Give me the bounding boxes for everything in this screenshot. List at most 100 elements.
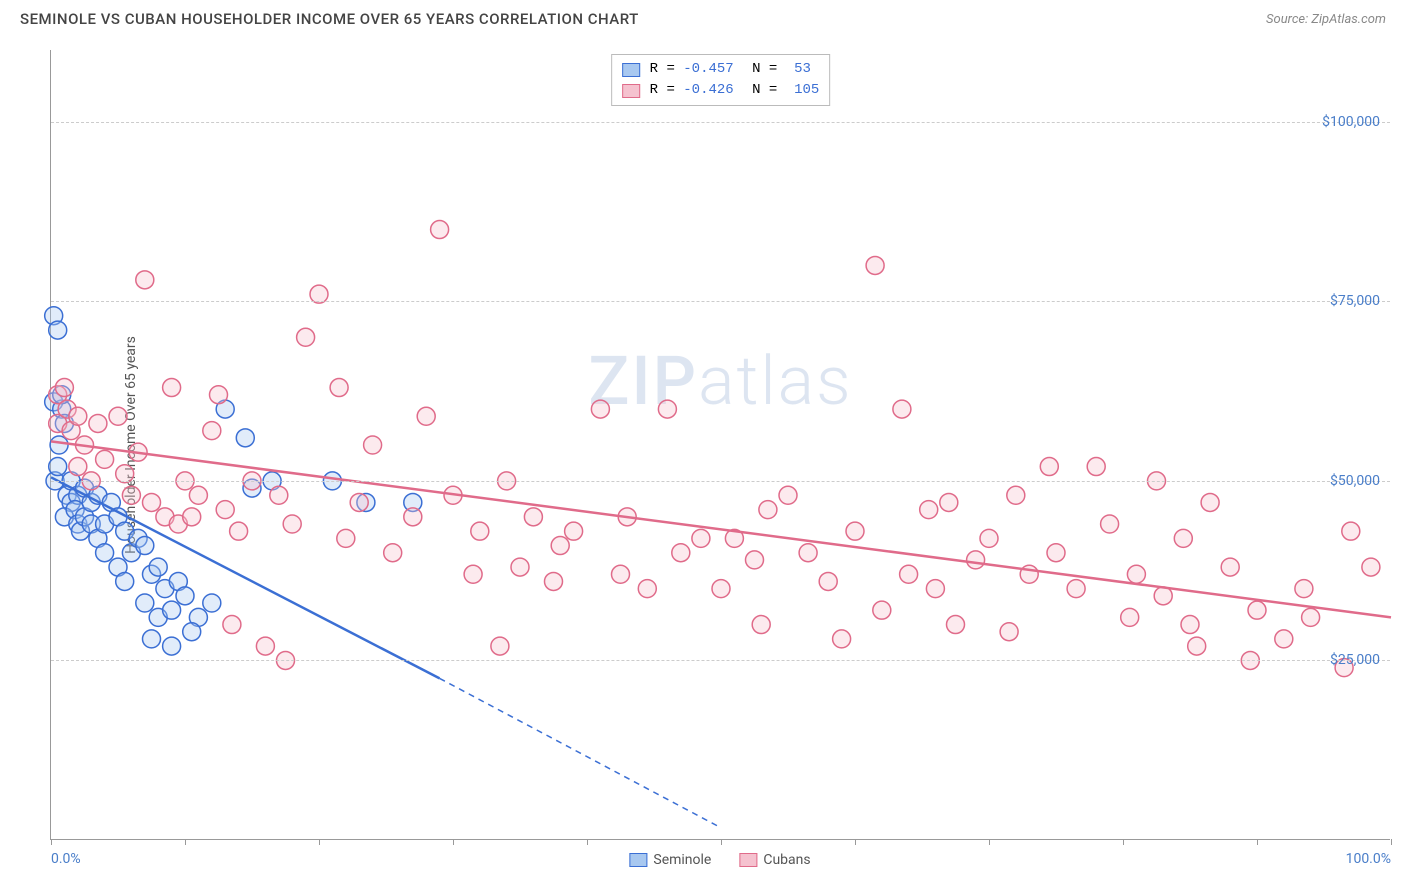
scatter-point xyxy=(1295,580,1313,598)
trend-line xyxy=(51,477,440,678)
scatter-point xyxy=(216,501,234,519)
scatter-point xyxy=(297,328,315,346)
scatter-point xyxy=(893,400,911,418)
x-tick xyxy=(319,839,320,845)
y-tick-label: $25,000 xyxy=(1330,652,1380,668)
scatter-point xyxy=(210,386,228,404)
scatter-point xyxy=(746,551,764,569)
grid-line xyxy=(51,301,1390,302)
scatter-point xyxy=(230,522,248,540)
scatter-point xyxy=(223,616,241,634)
scatter-point xyxy=(384,544,402,562)
scatter-point xyxy=(819,572,837,590)
scatter-point xyxy=(55,379,73,397)
scatter-point xyxy=(692,529,710,547)
scatter-point xyxy=(524,508,542,526)
x-tick xyxy=(587,839,588,845)
scatter-point xyxy=(1007,486,1025,504)
stats-row: R = -0.457 N = 53 xyxy=(622,59,820,80)
scatter-point xyxy=(947,616,965,634)
scatter-point xyxy=(1201,493,1219,511)
scatter-point xyxy=(1188,637,1206,655)
correlation-stats-box: R = -0.457 N = 53R = -0.426 N = 105 xyxy=(611,54,831,106)
legend-swatch xyxy=(629,853,647,867)
x-tick-label: 0.0% xyxy=(51,851,81,867)
scatter-point xyxy=(431,221,449,239)
y-tick-label: $100,000 xyxy=(1322,114,1380,130)
scatter-point xyxy=(69,458,87,476)
scatter-point xyxy=(136,537,154,555)
scatter-point xyxy=(203,594,221,612)
y-tick-label: $75,000 xyxy=(1330,293,1380,309)
scatter-point xyxy=(203,422,221,440)
scatter-point xyxy=(163,601,181,619)
stats-n-label: N = 105 xyxy=(744,80,820,101)
scatter-point xyxy=(404,508,422,526)
scatter-point xyxy=(846,522,864,540)
x-tick xyxy=(721,839,722,845)
scatter-point xyxy=(122,486,140,504)
grid-line xyxy=(51,481,1390,482)
scatter-point xyxy=(612,565,630,583)
scatter-point xyxy=(471,522,489,540)
scatter-point xyxy=(545,572,563,590)
scatter-point xyxy=(236,429,254,447)
scatter-point xyxy=(417,407,435,425)
scatter-point xyxy=(940,493,958,511)
scatter-point xyxy=(900,565,918,583)
stats-n-label: N = 53 xyxy=(744,59,811,80)
stats-row: R = -0.426 N = 105 xyxy=(622,80,820,101)
scatter-point xyxy=(866,256,884,274)
scatter-point xyxy=(1181,616,1199,634)
scatter-point xyxy=(1087,458,1105,476)
legend-swatch xyxy=(622,63,640,77)
scatter-point xyxy=(926,580,944,598)
scatter-point xyxy=(350,493,368,511)
chart-source: Source: ZipAtlas.com xyxy=(1266,12,1386,27)
grid-line xyxy=(51,122,1390,123)
scatter-point xyxy=(49,458,67,476)
scatter-point xyxy=(1040,458,1058,476)
scatter-point xyxy=(1000,623,1018,641)
scatter-point xyxy=(491,637,509,655)
x-tick xyxy=(1391,839,1392,845)
scatter-point xyxy=(136,594,154,612)
scatter-point xyxy=(89,414,107,432)
scatter-point xyxy=(183,508,201,526)
scatter-point xyxy=(337,529,355,547)
scatter-point xyxy=(256,637,274,655)
legend-item: Seminole xyxy=(629,852,711,868)
scatter-point xyxy=(511,558,529,576)
x-tick xyxy=(855,839,856,845)
scatter-point xyxy=(1275,630,1293,648)
legend-swatch xyxy=(622,84,640,98)
scatter-point xyxy=(1174,529,1192,547)
scatter-point xyxy=(96,450,114,468)
scatter-point xyxy=(672,544,690,562)
scatter-point xyxy=(551,537,569,555)
legend-item: Cubans xyxy=(739,852,810,868)
scatter-point xyxy=(183,623,201,641)
grid-line xyxy=(51,660,1390,661)
scatter-point xyxy=(873,601,891,619)
scatter-point xyxy=(752,616,770,634)
scatter-point xyxy=(143,630,161,648)
scatter-point xyxy=(712,580,730,598)
scatter-point xyxy=(1067,580,1085,598)
scatter-point xyxy=(638,580,656,598)
scatter-point xyxy=(980,529,998,547)
scatter-point xyxy=(920,501,938,519)
chart-area: Householder Income Over 65 years ZIPatla… xyxy=(50,50,1390,840)
scatter-svg xyxy=(51,50,1390,839)
scatter-point xyxy=(109,407,127,425)
scatter-point xyxy=(364,436,382,454)
stats-r-label: R = -0.426 xyxy=(650,80,734,101)
x-tick xyxy=(1257,839,1258,845)
scatter-point xyxy=(1121,608,1139,626)
scatter-point xyxy=(189,486,207,504)
stats-r-label: R = -0.457 xyxy=(650,59,734,80)
scatter-point xyxy=(759,501,777,519)
x-tick xyxy=(51,839,52,845)
scatter-point xyxy=(565,522,583,540)
scatter-point xyxy=(116,572,134,590)
